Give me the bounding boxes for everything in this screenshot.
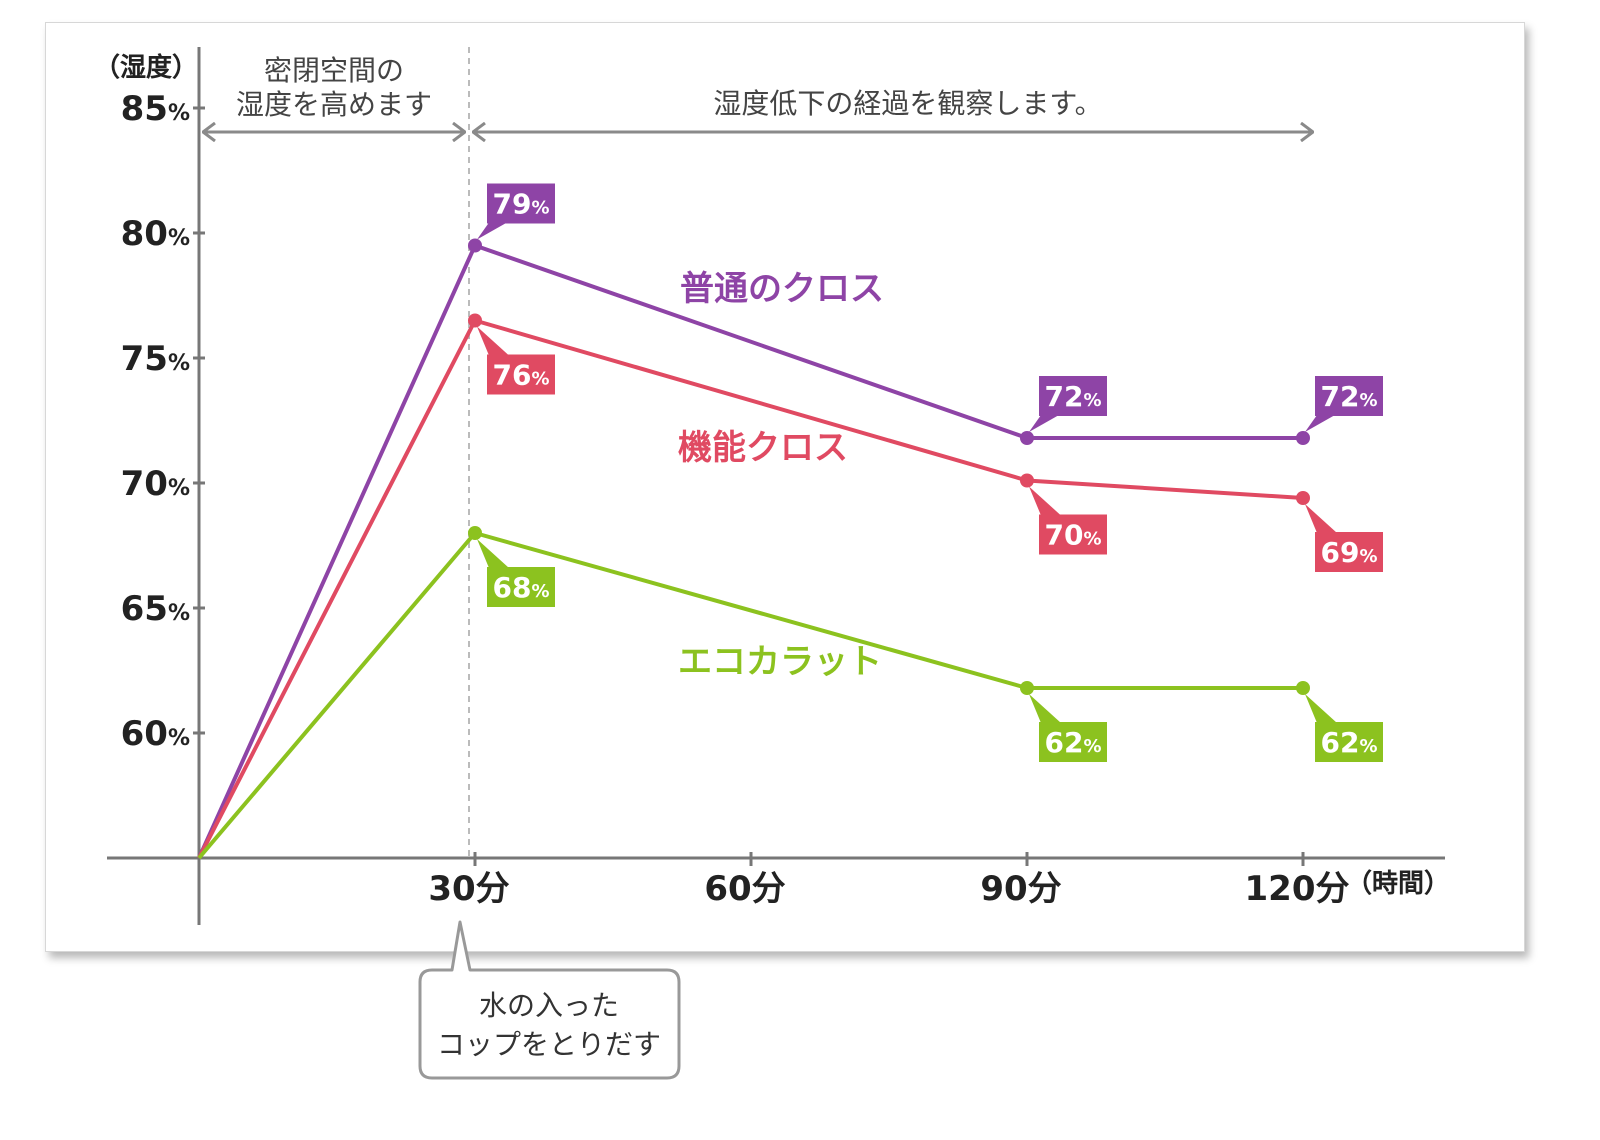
x-tick-label: 30分 — [428, 869, 509, 909]
y-tick-label: 75% — [121, 339, 190, 379]
series-line-functional-cloth — [197, 318, 1304, 859]
series-label-ecocarat: エコカラット — [678, 642, 882, 682]
phase1-line2: 湿度を高めます — [236, 88, 432, 121]
data-label-functional-cloth: 70% — [1029, 486, 1107, 555]
data-label-normal-cloth: 79% — [477, 183, 555, 240]
data-point-ecocarat — [468, 526, 482, 540]
series-label-functional-cloth: 機能クロス — [678, 428, 848, 468]
data-point-functional-cloth — [1020, 473, 1034, 488]
svg-text:76%: 76% — [492, 359, 549, 392]
callout-line1: 水の入った — [479, 989, 619, 1022]
data-point-functional-cloth — [468, 313, 482, 328]
callout-line2: コップをとりだす — [437, 1028, 661, 1061]
data-point-functional-cloth — [1296, 491, 1310, 505]
phase2-label: 湿度低下の経過を観察します。 — [713, 87, 1102, 120]
data-point-ecocarat — [1020, 681, 1034, 695]
x-tick-label: 60分 — [704, 869, 785, 909]
y-tick-label: 85% — [121, 89, 190, 129]
series-line-normal-cloth — [197, 243, 1303, 859]
x-tick-label: 90分 — [980, 869, 1061, 909]
data-point-ecocarat — [1296, 681, 1310, 695]
svg-text:69%: 69% — [1320, 536, 1377, 569]
data-point-normal-cloth — [1296, 431, 1310, 445]
callout-bubble — [418, 920, 681, 1080]
y-tick-label: 60% — [121, 714, 190, 754]
data-label-ecocarat: 68% — [477, 539, 555, 607]
svg-text:79%: 79% — [492, 188, 549, 221]
x-axis-unit-label: （時間） — [1346, 869, 1450, 899]
x-tick-label: 120分 — [1245, 869, 1350, 909]
y-tick-label: 65% — [121, 589, 190, 629]
data-label-functional-cloth: 76% — [477, 326, 555, 395]
svg-text:68%: 68% — [492, 571, 549, 604]
data-label-normal-cloth: 72% — [1029, 376, 1107, 432]
svg-text:72%: 72% — [1044, 380, 1101, 413]
data-label-ecocarat: 62% — [1029, 694, 1107, 762]
y-axis-unit-label: （湿度） — [94, 52, 198, 83]
data-point-normal-cloth — [1020, 431, 1034, 445]
phase1-line1: 密閉空間の — [264, 54, 404, 87]
data-label-functional-cloth: 69% — [1305, 504, 1383, 572]
series-line-ecocarat — [197, 531, 1303, 860]
svg-text:62%: 62% — [1044, 726, 1101, 759]
chart-frame — [45, 22, 1525, 952]
y-tick-label: 70% — [121, 464, 190, 504]
data-label-ecocarat: 62% — [1305, 694, 1383, 762]
svg-text:72%: 72% — [1320, 380, 1377, 413]
data-point-normal-cloth — [468, 238, 482, 253]
series-label-normal-cloth: 普通のクロス — [680, 269, 884, 309]
y-tick-label: 80% — [121, 214, 190, 254]
data-label-normal-cloth: 72% — [1305, 376, 1383, 432]
svg-text:62%: 62% — [1320, 726, 1377, 759]
svg-text:70%: 70% — [1044, 519, 1101, 552]
